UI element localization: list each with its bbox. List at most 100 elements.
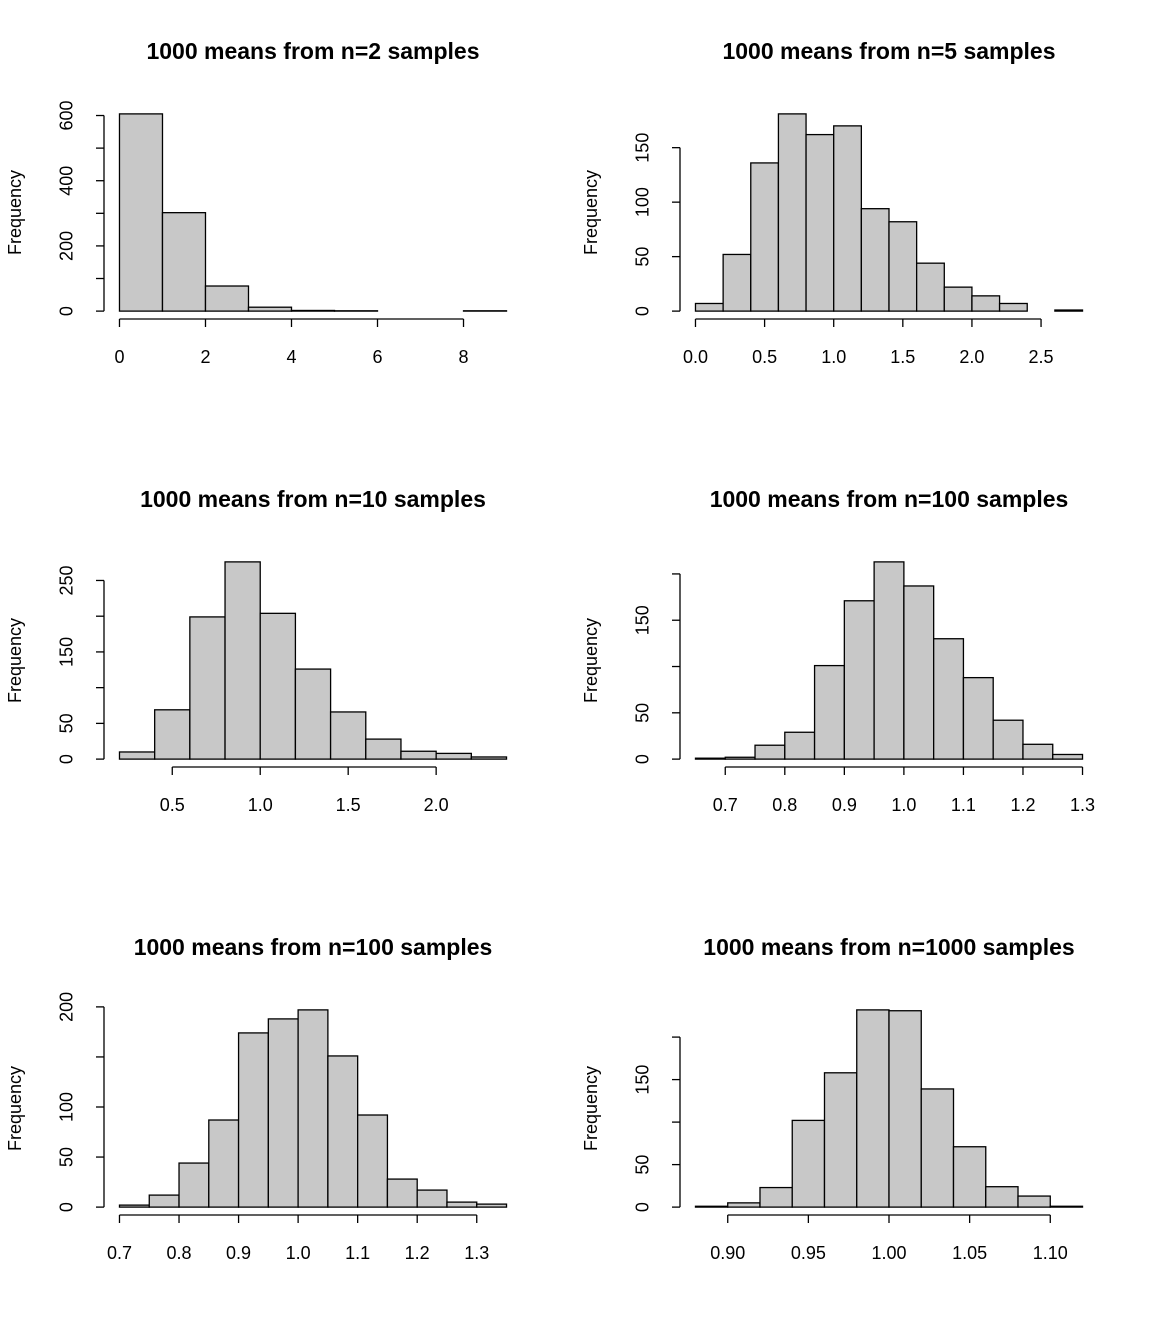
bar [962,676,994,760]
bar [754,744,786,760]
y-tick-label: 0 [633,306,653,316]
bar [998,302,1028,312]
x-tick-label: 1.5 [336,795,361,815]
bar [294,668,332,760]
y-tick-label: 50 [57,1147,77,1167]
bar [329,711,367,760]
bar [805,133,835,312]
bar [860,208,890,312]
x-tick-label: 0.7 [107,1243,132,1263]
y-tick-label: 0 [57,306,77,316]
x-tick-label: 0.0 [683,347,708,367]
y-tick-label: 150 [633,605,653,635]
x-tick-label: 1.0 [821,347,846,367]
histogram-panel: 1000 means from n=100 samples Frequency 0.… [581,486,1095,815]
bar [327,1055,359,1208]
histogram-panel: 1000 means from n=2 samples Frequency 0 2 4 6… [5,38,508,367]
chart-title: 1000 means from n=5 samples [722,38,1055,64]
bar [118,1204,150,1208]
x-tick-label: 1.5 [890,347,915,367]
x-tick-label: 0.5 [160,795,185,815]
bar [759,1186,793,1208]
x-tick-label: 1.10 [1033,1243,1068,1263]
bar [297,1009,329,1208]
bar [1022,743,1054,760]
histogram-panel: 1000 means from n=10 samples Frequency 0.5… [5,486,508,815]
bar [118,113,164,312]
y-tick-label: 50 [633,1155,653,1175]
bar [1054,309,1084,312]
bar [178,1162,210,1208]
bar [224,561,261,760]
bar [1052,753,1084,760]
bar [791,1119,826,1208]
bar [365,738,402,760]
x-tick-label: 1.1 [345,1243,370,1263]
x-tick-label: 1.05 [952,1243,987,1263]
y-axis-label: Frequency [5,618,25,703]
y-tick-label: 600 [57,100,77,130]
histogram-panel: 1000 means from n=5 samples Frequency 0.0 0… [581,38,1084,367]
x-tick-label: 0.8 [167,1243,192,1263]
bar [357,1114,389,1208]
x-tick-label: 1.0 [891,795,916,815]
chart-title: 1000 means from n=1000 samples [703,934,1074,960]
bar [118,751,156,760]
x-tick-label: 1.0 [286,1243,311,1263]
bar [161,212,207,312]
bar [694,757,726,760]
x-tick-label: 8 [459,347,469,367]
bar [208,1119,240,1208]
bar [992,719,1024,760]
bar [856,1009,890,1208]
chart-title: 1000 means from n=10 samples [140,486,486,512]
bar [971,295,1001,312]
x-tick-label: 0.95 [791,1243,826,1263]
y-tick-label: 150 [633,133,653,163]
bar [952,1146,987,1208]
bar [416,1189,448,1208]
chart-title: 1000 means from n=100 samples [710,486,1069,512]
x-tick-label: 1.3 [464,1243,489,1263]
y-tick-label: 200 [57,992,77,1022]
bar [259,612,297,760]
bar [237,1032,269,1208]
x-tick-label: 1.0 [248,795,273,815]
x-tick-label: 0.7 [713,795,738,815]
chart-title: 1000 means from n=2 samples [146,38,479,64]
bar [1049,1205,1084,1208]
bar [446,1201,478,1208]
bar [476,1203,508,1208]
y-tick-label: 0 [57,1202,77,1212]
bar [920,1088,955,1208]
bar [204,285,250,312]
bar [813,664,845,760]
bar [148,1194,180,1208]
bar [903,585,935,760]
y-axis-label: Frequency [5,170,25,255]
y-tick-label: 200 [57,231,77,261]
y-tick-label: 250 [57,565,77,595]
y-tick-label: 0 [633,1202,653,1212]
histogram-panel: 1000 means from n=1000 samples Frequency 0… [581,934,1084,1263]
x-tick-label: 2.0 [959,347,984,367]
bar [694,302,724,312]
bar [386,1178,418,1208]
y-tick-label: 150 [57,637,77,667]
x-tick-label: 2.0 [424,795,449,815]
x-tick-label: 2.5 [1029,347,1054,367]
bar [750,162,780,312]
y-axis-label: Frequency [5,1066,25,1151]
bar [915,262,945,312]
x-tick-label: 0.9 [226,1243,251,1263]
y-tick-label: 150 [633,1065,653,1095]
bar [722,253,752,312]
bar [247,306,293,312]
bar [694,1205,729,1208]
y-tick-label: 50 [633,247,653,267]
bar [1017,1195,1051,1208]
bar [290,309,336,312]
histogram-panel: 1000 means from n=100 samples Frequency 0.… [5,934,508,1263]
bar [933,638,965,760]
x-tick-label: 1.3 [1070,795,1095,815]
